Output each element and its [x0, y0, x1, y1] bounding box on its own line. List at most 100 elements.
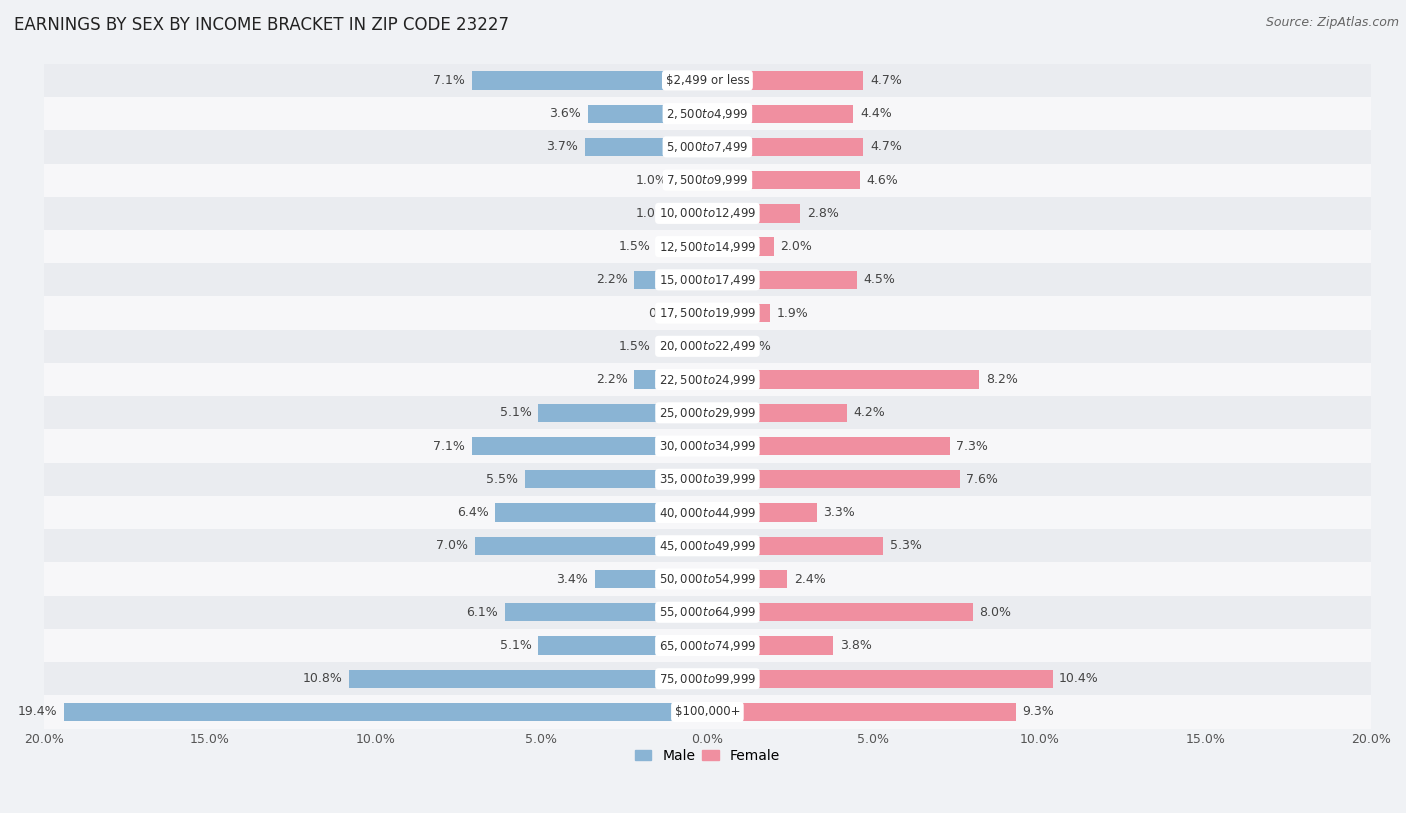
- Text: 5.3%: 5.3%: [890, 539, 922, 552]
- Bar: [707, 105, 853, 123]
- Text: 4.7%: 4.7%: [870, 74, 901, 87]
- Text: 2.8%: 2.8%: [807, 207, 839, 220]
- Bar: [44, 662, 1371, 695]
- Bar: [538, 404, 707, 422]
- Bar: [707, 271, 856, 289]
- Text: 2.2%: 2.2%: [596, 273, 627, 286]
- Bar: [658, 237, 707, 256]
- Text: $25,000 to $29,999: $25,000 to $29,999: [659, 406, 756, 420]
- Bar: [44, 695, 1371, 728]
- Bar: [44, 363, 1371, 396]
- Bar: [707, 603, 973, 621]
- Text: 4.5%: 4.5%: [863, 273, 896, 286]
- Bar: [505, 603, 707, 621]
- Text: 9.3%: 9.3%: [1022, 706, 1054, 719]
- Text: 5.1%: 5.1%: [499, 639, 531, 652]
- Text: $5,000 to $7,499: $5,000 to $7,499: [666, 140, 748, 154]
- Text: 0.53%: 0.53%: [731, 340, 772, 353]
- Bar: [675, 204, 707, 223]
- Bar: [634, 371, 707, 389]
- Text: 2.0%: 2.0%: [780, 240, 813, 253]
- Text: 4.4%: 4.4%: [860, 107, 891, 120]
- Bar: [707, 304, 770, 322]
- Text: 1.0%: 1.0%: [636, 174, 668, 187]
- Text: $50,000 to $54,999: $50,000 to $54,999: [658, 572, 756, 586]
- Bar: [707, 670, 1053, 688]
- Bar: [44, 496, 1371, 529]
- Text: $15,000 to $17,499: $15,000 to $17,499: [658, 273, 756, 287]
- Bar: [44, 563, 1371, 596]
- Bar: [707, 371, 980, 389]
- Text: 1.5%: 1.5%: [619, 240, 651, 253]
- Bar: [44, 97, 1371, 130]
- Bar: [707, 503, 817, 522]
- Text: 1.9%: 1.9%: [778, 307, 808, 320]
- Text: $45,000 to $49,999: $45,000 to $49,999: [658, 539, 756, 553]
- Text: $10,000 to $12,499: $10,000 to $12,499: [658, 207, 756, 220]
- Text: $30,000 to $34,999: $30,000 to $34,999: [658, 439, 756, 453]
- Bar: [44, 396, 1371, 429]
- Bar: [44, 529, 1371, 563]
- Legend: Male, Female: Male, Female: [628, 743, 786, 768]
- Text: 4.7%: 4.7%: [870, 141, 901, 154]
- Text: 2.4%: 2.4%: [793, 572, 825, 585]
- Bar: [472, 72, 707, 89]
- Bar: [44, 463, 1371, 496]
- Bar: [44, 263, 1371, 297]
- Text: $17,500 to $19,999: $17,500 to $19,999: [658, 306, 756, 320]
- Text: 4.2%: 4.2%: [853, 406, 886, 420]
- Text: 7.3%: 7.3%: [956, 440, 988, 453]
- Bar: [707, 404, 846, 422]
- Text: $7,500 to $9,999: $7,500 to $9,999: [666, 173, 748, 187]
- Text: 3.6%: 3.6%: [550, 107, 581, 120]
- Bar: [44, 163, 1371, 197]
- Text: 7.1%: 7.1%: [433, 74, 465, 87]
- Text: 8.0%: 8.0%: [980, 606, 1011, 619]
- Text: $75,000 to $99,999: $75,000 to $99,999: [658, 672, 756, 685]
- Bar: [707, 703, 1017, 721]
- Bar: [707, 637, 834, 654]
- Text: $35,000 to $39,999: $35,000 to $39,999: [658, 472, 756, 486]
- Bar: [495, 503, 707, 522]
- Bar: [44, 230, 1371, 263]
- Bar: [595, 570, 707, 588]
- Bar: [44, 297, 1371, 330]
- Text: $20,000 to $22,499: $20,000 to $22,499: [658, 339, 756, 354]
- Text: 0.39%: 0.39%: [648, 307, 688, 320]
- Text: 3.4%: 3.4%: [557, 572, 588, 585]
- Bar: [675, 171, 707, 189]
- Text: $40,000 to $44,999: $40,000 to $44,999: [658, 506, 756, 520]
- Bar: [44, 429, 1371, 463]
- Text: 3.3%: 3.3%: [824, 506, 855, 519]
- Text: 1.0%: 1.0%: [636, 207, 668, 220]
- Text: 3.7%: 3.7%: [546, 141, 578, 154]
- Text: $55,000 to $64,999: $55,000 to $64,999: [658, 605, 756, 620]
- Bar: [634, 271, 707, 289]
- Bar: [695, 304, 707, 322]
- Bar: [44, 596, 1371, 629]
- Text: Source: ZipAtlas.com: Source: ZipAtlas.com: [1265, 16, 1399, 29]
- Text: 6.1%: 6.1%: [467, 606, 498, 619]
- Text: 7.0%: 7.0%: [436, 539, 468, 552]
- Bar: [707, 537, 883, 555]
- Bar: [44, 330, 1371, 363]
- Text: 7.6%: 7.6%: [966, 473, 998, 486]
- Text: 3.8%: 3.8%: [841, 639, 872, 652]
- Bar: [707, 470, 959, 489]
- Text: $65,000 to $74,999: $65,000 to $74,999: [658, 638, 756, 653]
- Bar: [63, 703, 707, 721]
- Bar: [707, 437, 949, 455]
- Bar: [44, 63, 1371, 97]
- Bar: [707, 72, 863, 89]
- Text: $2,499 or less: $2,499 or less: [665, 74, 749, 87]
- Bar: [472, 437, 707, 455]
- Bar: [44, 197, 1371, 230]
- Text: 1.5%: 1.5%: [619, 340, 651, 353]
- Text: 4.6%: 4.6%: [866, 174, 898, 187]
- Bar: [538, 637, 707, 654]
- Bar: [524, 470, 707, 489]
- Text: EARNINGS BY SEX BY INCOME BRACKET IN ZIP CODE 23227: EARNINGS BY SEX BY INCOME BRACKET IN ZIP…: [14, 16, 509, 34]
- Bar: [44, 629, 1371, 662]
- Text: $22,500 to $24,999: $22,500 to $24,999: [658, 372, 756, 386]
- Text: $100,000+: $100,000+: [675, 706, 740, 719]
